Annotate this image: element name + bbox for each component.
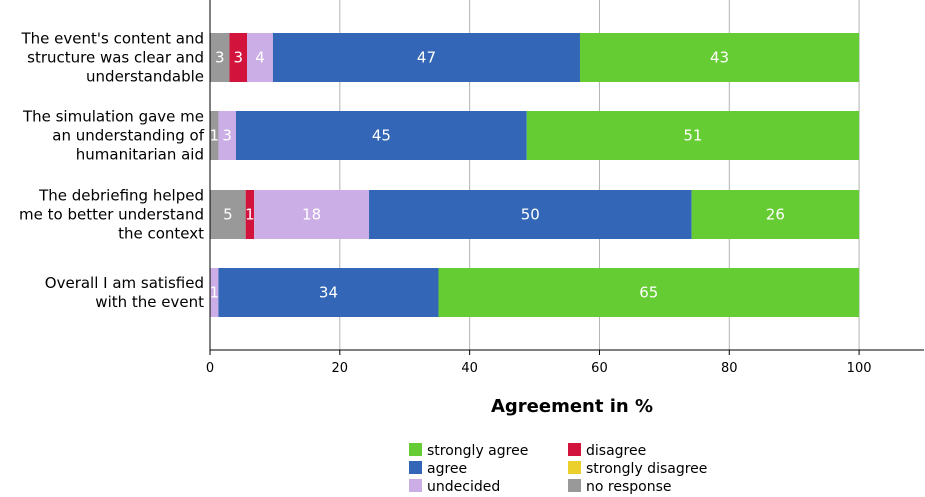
data-label: 18 [302,206,321,224]
data-label: 3 [215,49,225,67]
bar-segment [218,268,439,317]
bar-segment [210,190,246,239]
category-label: Overall I am satisfied [45,274,204,292]
legend-entry: strongly agree [427,443,528,459]
legend-swatch [568,461,581,474]
bar-segment [210,111,219,160]
x-tick-label: 20 [332,361,349,376]
legend-entry: strongly disagree [586,461,707,477]
data-label: 1 [209,284,219,302]
x-tick-label: 0 [206,361,214,376]
data-label: 1 [245,206,255,224]
x-axis-label: Agreement in % [491,396,653,417]
bar-segment [579,33,860,82]
bar-segment [218,111,236,160]
legend-entry: undecided [427,479,500,495]
category-label: understandable [86,68,204,86]
legend-swatch [568,479,581,492]
legend-entry: no response [586,479,671,495]
bar-segment [210,268,219,317]
bars: 3 3 4 47 431 3 45 515 1 18 50 261 34 65 [209,33,860,317]
bar-segment [526,111,860,160]
data-label: 50 [521,206,540,224]
legend-swatch [409,479,422,492]
data-label: 1 [209,127,219,145]
legend: strongly agree disagree agree strongly disa… [409,443,707,495]
data-label: 26 [766,206,785,224]
bar-segment [229,33,247,82]
legend-swatch [409,461,422,474]
category-label: The debriefing helped [38,187,204,205]
x-tick-label: 100 [847,361,872,376]
legend-swatch [568,443,581,456]
data-label: 43 [710,49,729,67]
x-tick-label: 80 [721,361,738,376]
category-label: me to better understand [19,206,204,224]
category-label: with the event [95,293,204,311]
bar-segment [246,33,273,82]
bar-segment [245,190,255,239]
data-label: 45 [372,127,391,145]
category-label: the context [118,225,204,243]
x-tick-label: 60 [591,361,608,376]
data-label: 65 [639,284,658,302]
data-label: 4 [255,49,265,67]
data-label: 51 [683,127,702,145]
bar-segment [369,190,692,239]
x-axis: 0 20 40 60 80 100 [206,0,924,376]
category-label: humanitarian aid [76,146,204,164]
category-label: The simulation gave me [22,108,204,126]
bar-segment [210,33,230,82]
bar-segment [272,33,580,82]
legend-swatch [409,443,422,456]
data-label: 47 [417,49,436,67]
category-label: an understanding of [52,127,204,145]
category-label: The event's content and [20,30,204,48]
legend-entry: agree [427,461,467,477]
x-tick-label: 40 [461,361,478,376]
bar-segment [691,190,860,239]
bar-segment [254,190,370,239]
category-label: structure was clear and [27,49,204,67]
legend-entry: disagree [586,443,646,459]
data-label: 5 [223,206,233,224]
data-label: 3 [233,49,243,67]
data-label: 34 [319,284,338,302]
bar-segment [235,111,527,160]
data-label: 3 [222,127,232,145]
bar-segment [438,268,860,317]
